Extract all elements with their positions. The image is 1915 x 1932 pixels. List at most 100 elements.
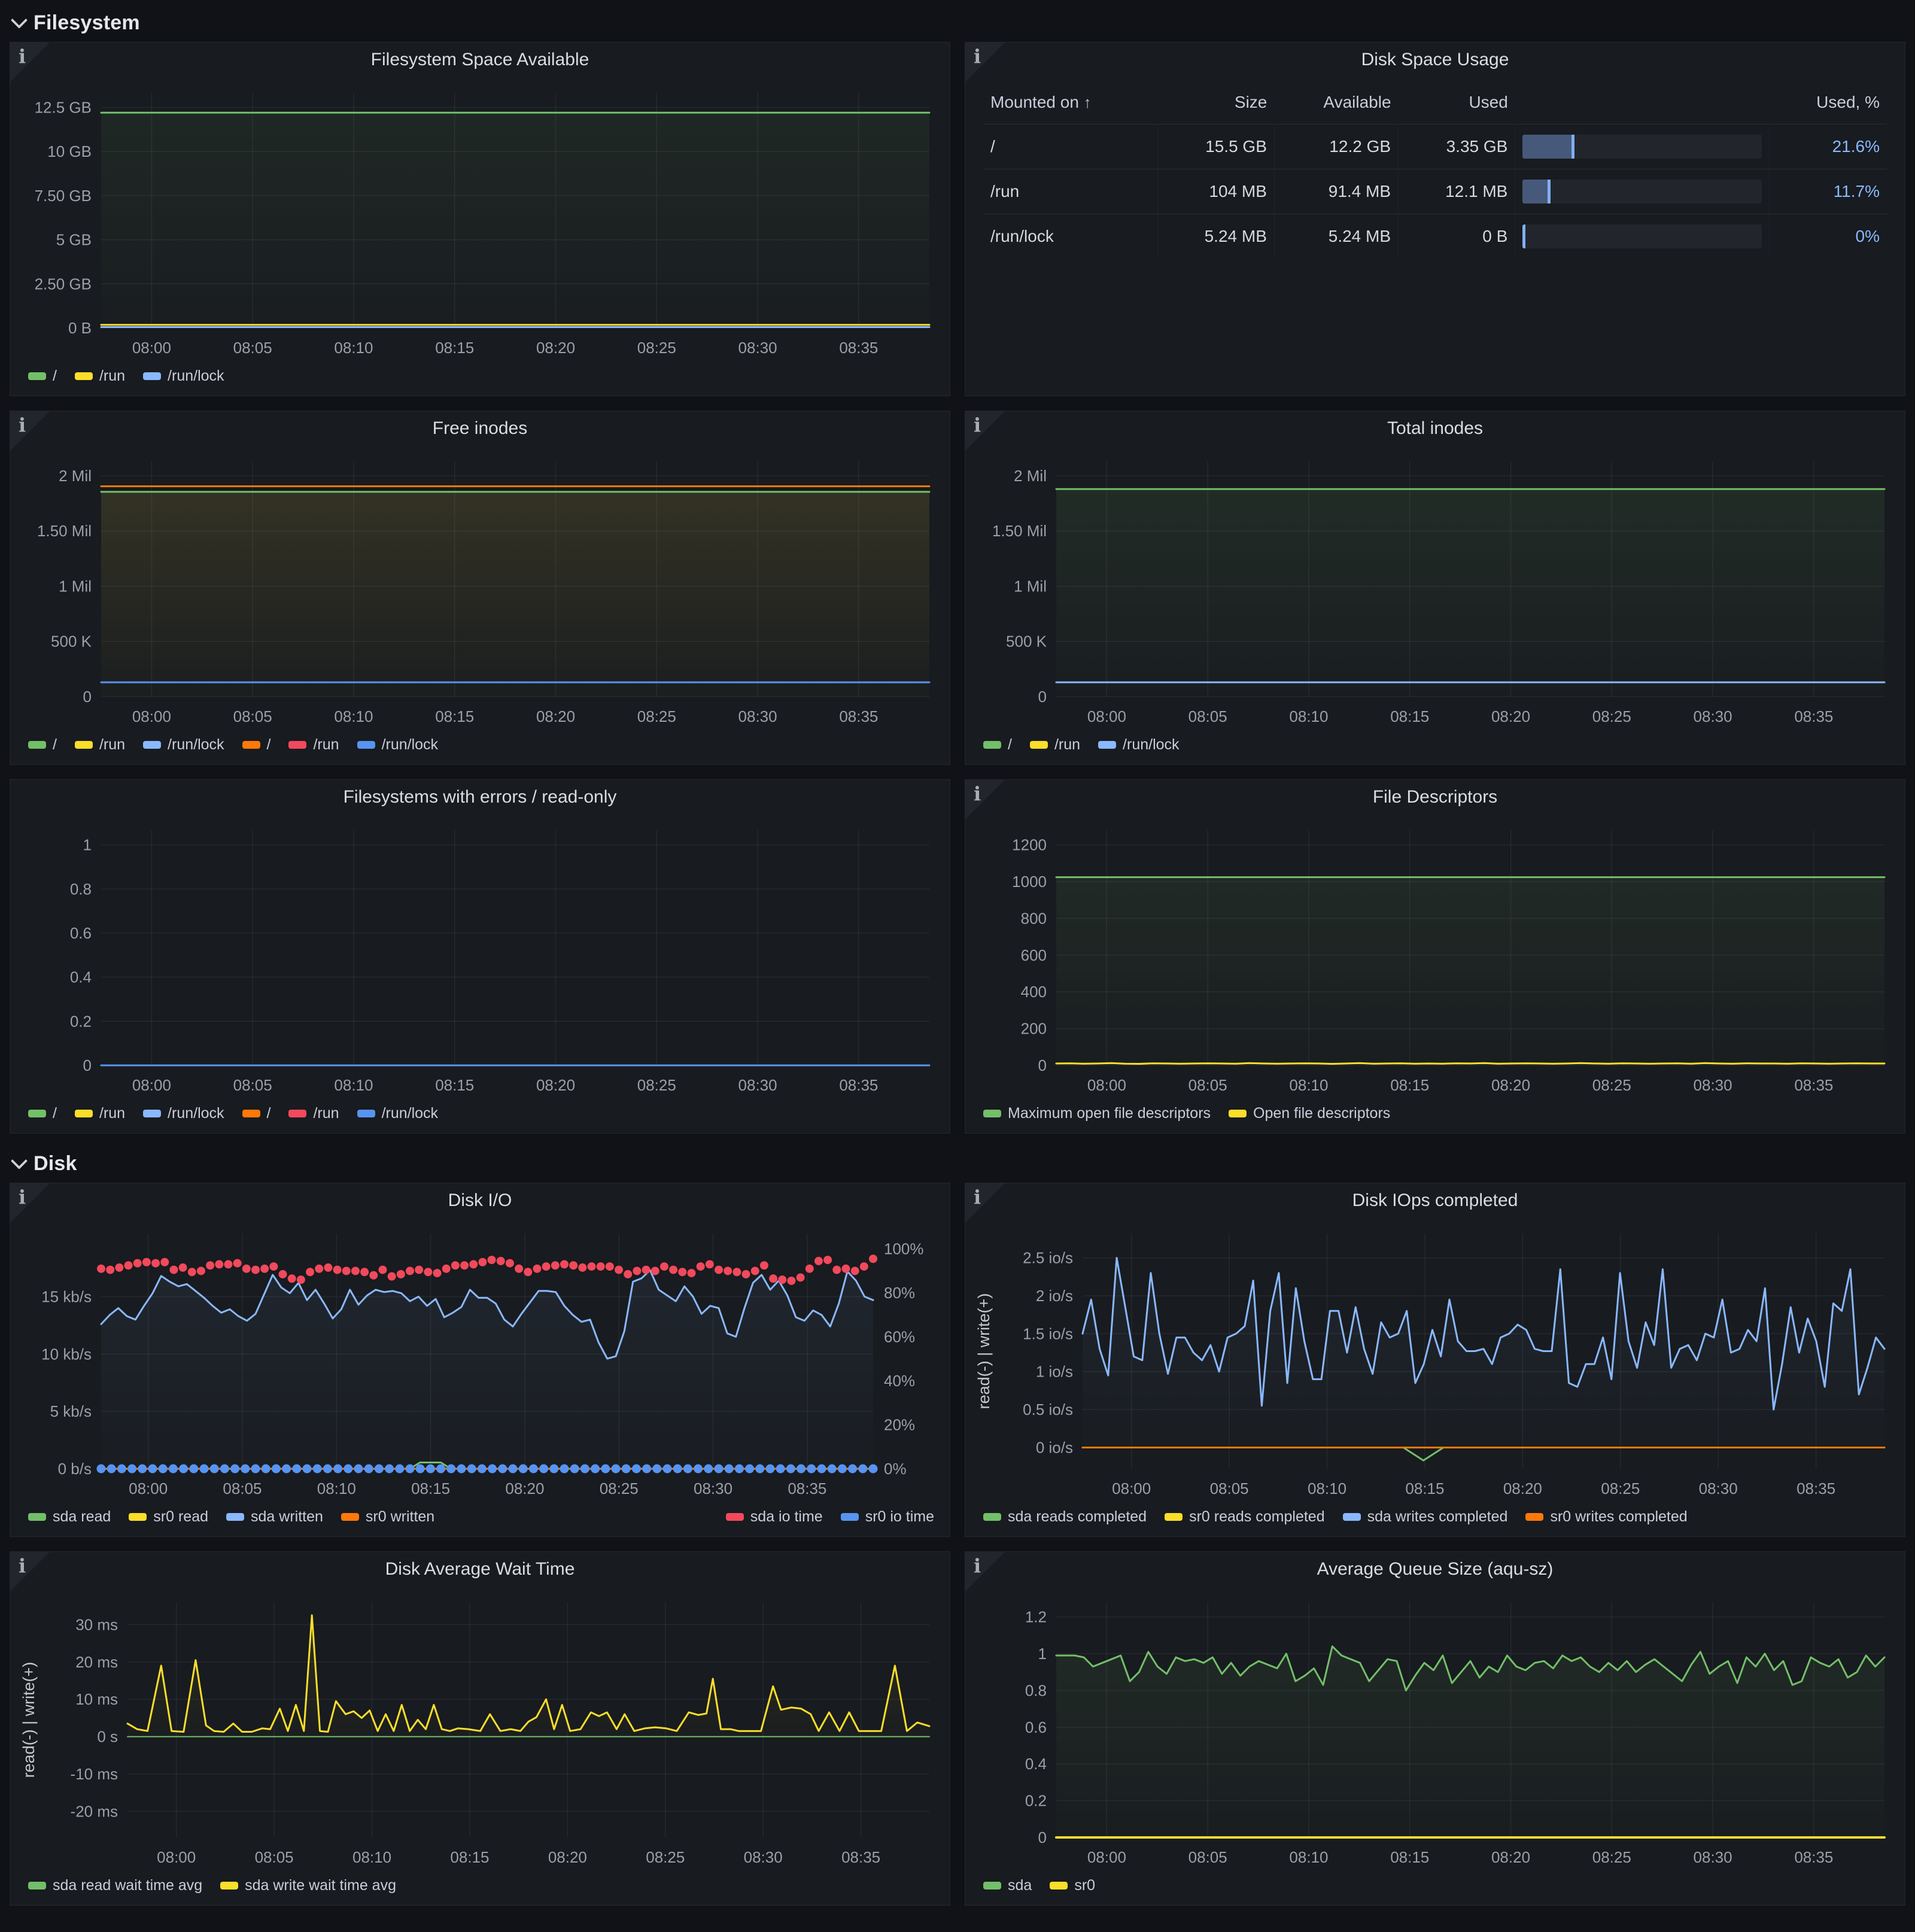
svg-text:08:05: 08:05	[1188, 1848, 1227, 1866]
chart-plot[interactable]: 0 B 2.50 GB 5 GB 7.50 GB 10 GB 12.5 GB 08:00 08…	[10, 77, 950, 364]
panel-info-icon[interactable]: i	[965, 1552, 1005, 1591]
legend-item[interactable]: Maximum open file descriptors	[983, 1105, 1211, 1122]
legend-item[interactable]: /run/lock	[1098, 736, 1180, 754]
column-header-mounted-on[interactable]: Mounted on ↑	[990, 93, 1092, 111]
legend-item[interactable]: sr0 writes completed	[1525, 1508, 1688, 1526]
legend-item[interactable]: sda read	[28, 1508, 111, 1526]
chart-plot[interactable]: 0 500 K 1 Mil 1.50 Mil 2 Mil 08:00 08:05 08:10 0…	[965, 446, 1905, 733]
svg-text:08:25: 08:25	[1592, 1848, 1631, 1866]
legend-item[interactable]: Open file descriptors	[1229, 1105, 1390, 1122]
legend-swatch	[220, 1882, 239, 1890]
svg-text:0: 0	[1038, 1056, 1047, 1074]
column-header-size[interactable]: Size	[1234, 93, 1267, 111]
svg-text:0.5 io/s: 0.5 io/s	[1023, 1401, 1073, 1418]
legend-item[interactable]: sda reads completed	[983, 1508, 1147, 1526]
legend-swatch	[725, 1513, 744, 1521]
legend-item[interactable]: /run/lock	[143, 367, 224, 385]
panel-info-icon[interactable]: i	[965, 411, 1005, 451]
used-cell: 12.1 MB	[1398, 169, 1515, 214]
legend-item[interactable]: sr0 reads completed	[1165, 1508, 1325, 1526]
svg-text:08:15: 08:15	[1390, 707, 1429, 725]
size-cell: 15.5 GB	[1157, 124, 1275, 169]
panel-info-icon[interactable]: i	[10, 1183, 50, 1223]
legend-item[interactable]: sda written	[226, 1508, 323, 1526]
legend-item[interactable]: /	[28, 1105, 57, 1122]
legend-item[interactable]: /run/lock	[357, 736, 438, 754]
legend-item[interactable]: /run/lock	[143, 736, 224, 754]
section-filesystem[interactable]: Filesystem	[10, 7, 1905, 38]
legend-item[interactable]: /run	[288, 736, 339, 754]
legend-item[interactable]: /run	[74, 367, 125, 385]
legend-label: /run	[99, 1105, 126, 1122]
panel-title: Disk Average Wait Time	[385, 1559, 575, 1579]
svg-text:0.2: 0.2	[1025, 1792, 1047, 1810]
legend-item[interactable]: /	[242, 1105, 270, 1122]
chart-plot[interactable]: 0 200 400 600 800 1000 1200 08:00 08:05 08:10 08:1…	[965, 815, 1905, 1101]
chart-plot[interactable]: 0 io/s 0.5 io/s 1 io/s 1.5 io/s 2 io/s 2.5 io…	[965, 1218, 1905, 1505]
svg-text:1 io/s: 1 io/s	[1036, 1363, 1073, 1381]
svg-text:500 K: 500 K	[1006, 633, 1047, 651]
svg-text:0 b/s: 0 b/s	[58, 1460, 92, 1478]
legend-item[interactable]: /	[242, 736, 270, 754]
svg-text:12.5 GB: 12.5 GB	[35, 98, 92, 116]
legend-swatch	[28, 1110, 46, 1117]
legend-item[interactable]: sda write wait time avg	[220, 1877, 396, 1894]
legend-item[interactable]: /run/lock	[143, 1105, 224, 1122]
legend-swatch	[288, 741, 307, 749]
legend-item[interactable]: sr0 io time	[840, 1508, 934, 1526]
legend-swatch	[143, 372, 162, 380]
legend-item[interactable]: sda	[983, 1877, 1032, 1894]
panel-info-icon[interactable]: i	[10, 1552, 50, 1591]
svg-text:1.50 Mil: 1.50 Mil	[37, 522, 92, 540]
chart-plot[interactable]: 0 0.2 0.4 0.6 0.8 1 1.2 08:00 08:05 08:10 08:15 08:…	[965, 1587, 1905, 1873]
legend-label: sr0	[1074, 1877, 1096, 1894]
panel-info-icon[interactable]: i	[10, 42, 50, 82]
panel-info-icon[interactable]: i	[965, 780, 1005, 819]
panel-title: Average Queue Size (aqu-sz)	[1317, 1559, 1554, 1579]
legend-item[interactable]: /	[983, 736, 1012, 754]
chart-plot[interactable]: 0 500 K 1 Mil 1.50 Mil 2 Mil 08:00 08:05 08:10 0…	[10, 446, 950, 733]
svg-text:10 kb/s: 10 kb/s	[41, 1345, 92, 1363]
legend-item[interactable]: /	[28, 736, 57, 754]
svg-text:08:35: 08:35	[839, 707, 878, 725]
legend-item[interactable]: /run/lock	[357, 1105, 438, 1122]
chart-plot[interactable]: 0 0.2 0.4 0.6 0.8 1 08:00 08:05 08:10 08:15 08:20 0…	[10, 815, 950, 1101]
svg-text:08:05: 08:05	[1188, 707, 1227, 725]
panel-info-icon[interactable]: i	[965, 1183, 1005, 1223]
legend-item[interactable]: sr0 written	[341, 1508, 434, 1526]
legend: sda sr0	[965, 1873, 1905, 1905]
svg-text:08:00: 08:00	[132, 707, 171, 725]
section-disk[interactable]: Disk	[10, 1148, 1905, 1179]
legend-item[interactable]: /run	[74, 1105, 126, 1122]
panel-info-icon[interactable]: i	[10, 411, 50, 451]
svg-text:08:10: 08:10	[334, 707, 373, 725]
svg-text:-10 ms: -10 ms	[71, 1765, 118, 1783]
legend-item[interactable]: sr0 read	[129, 1508, 208, 1526]
column-header-available[interactable]: Available	[1323, 93, 1391, 111]
legend-label: sda read wait time avg	[53, 1877, 203, 1894]
sort-ascending-icon: ↑	[1083, 93, 1092, 111]
chart-plot[interactable]: 0 b/s 5 kb/s 10 kb/s 15 kb/s 08:00 08:05 08:10…	[10, 1218, 950, 1505]
legend-item[interactable]: /run	[288, 1105, 339, 1122]
legend-label: /run	[313, 736, 339, 753]
panel-info-icon[interactable]: i	[965, 42, 1005, 82]
column-header-used[interactable]: Used	[1469, 93, 1508, 111]
svg-text:08:05: 08:05	[233, 339, 272, 357]
row-1: i Filesystem Space Available 0 B 2.50 GB 5…	[10, 42, 1905, 396]
column-header-used-pct[interactable]: Used, %	[1816, 93, 1880, 111]
legend-item[interactable]: /run	[1029, 736, 1080, 754]
svg-text:08:30: 08:30	[738, 707, 777, 725]
legend-item[interactable]: sr0	[1050, 1877, 1095, 1894]
legend-swatch	[28, 1513, 46, 1521]
svg-text:200: 200	[1021, 1020, 1047, 1038]
legend-swatch	[1229, 1110, 1247, 1117]
svg-text:60%: 60%	[884, 1328, 915, 1346]
svg-text:08:25: 08:25	[600, 1480, 639, 1497]
legend-item[interactable]: /	[28, 367, 57, 385]
legend-item[interactable]: sda read wait time avg	[28, 1877, 202, 1894]
chart-plot[interactable]: -20 ms -10 ms 0 s 10 ms 20 ms 30 ms 08:00 08:05…	[10, 1587, 950, 1873]
legend-item[interactable]: sda writes completed	[1342, 1508, 1507, 1526]
legend-item[interactable]: sda io time	[725, 1508, 823, 1526]
svg-text:1.2: 1.2	[1025, 1608, 1047, 1626]
legend-item[interactable]: /run	[74, 736, 125, 754]
